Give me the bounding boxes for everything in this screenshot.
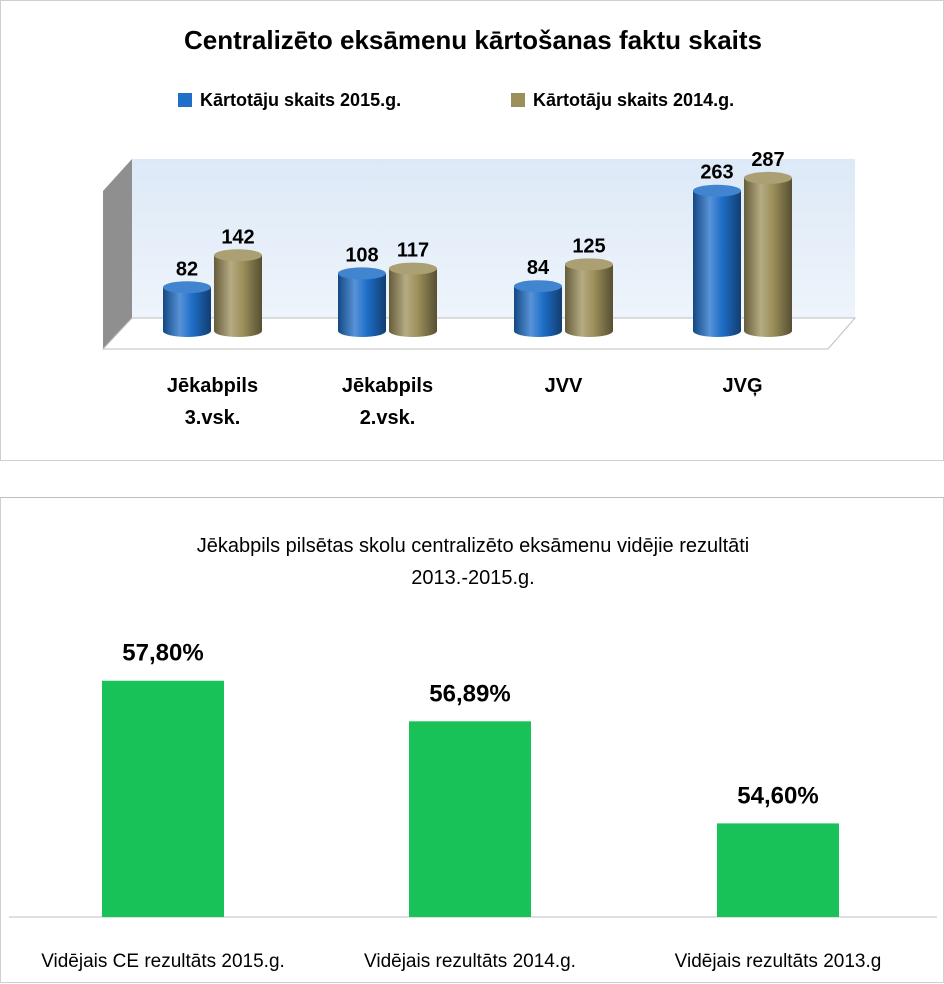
legend-label-0: Kārtotāju skaits 2015.g. — [200, 90, 401, 110]
category-label-1-line-1: 2.vsk. — [360, 407, 416, 429]
data-label-2-0: 84 — [527, 257, 550, 279]
category-label-3-line-0: JVĢ — [722, 375, 762, 397]
data-label-0-1: 142 — [221, 226, 254, 248]
bar-2 — [717, 823, 839, 917]
chart-title-line-1: Jēkabpils pilsētas skolu centralizēto ek… — [197, 535, 750, 557]
data-label-2-1: 125 — [572, 235, 605, 257]
cylinder-body-0-1 — [214, 255, 262, 337]
cylinder-top-1-1 — [389, 262, 437, 275]
legend-swatch-1 — [511, 93, 525, 107]
data-label-1-1: 117 — [397, 240, 429, 262]
cylinder-body-2-0 — [514, 286, 562, 337]
cylinder-body-1-1 — [389, 268, 437, 337]
cylinder-top-0-0 — [163, 281, 211, 294]
side-wall — [103, 159, 132, 349]
cylinder-top-3-1 — [744, 171, 792, 184]
legend-swatch-0 — [178, 93, 192, 107]
exam-counts-chart: Centralizēto eksāmenu kārtošanas faktu s… — [101, 25, 857, 429]
cylinder-body-0-0 — [163, 287, 211, 337]
data-label-3-1: 287 — [751, 149, 784, 171]
chart-title-line-2: 2013.-2015.g. — [411, 567, 534, 589]
category-label-0-line-1: 3.vsk. — [185, 407, 241, 429]
data-label-1-0: 108 — [345, 244, 378, 266]
cylinder-body-1-0 — [338, 273, 386, 337]
category-label-1-line-0: Jēkabpils — [342, 375, 433, 397]
data-label-0: 57,80% — [122, 640, 203, 667]
category-label-1: Vidējais rezultāts 2014.g. — [364, 951, 576, 972]
data-label-1: 56,89% — [429, 680, 510, 707]
chart-panel-average-results: Jēkabpils pilsētas skolu centralizēto ek… — [0, 497, 944, 983]
bar-0 — [102, 680, 224, 917]
chart-title: Centralizēto eksāmenu kārtošanas faktu s… — [184, 25, 762, 55]
cylinder-top-1-0 — [338, 267, 386, 280]
legend-label-1: Kārtotāju skaits 2014.g. — [533, 90, 734, 110]
category-label-2-line-0: JVV — [545, 375, 583, 397]
data-label-2: 54,60% — [737, 782, 818, 809]
cylinder-top-0-1 — [214, 249, 262, 262]
category-label-2: Vidējais rezultāts 2013.g — [675, 951, 882, 972]
data-label-0-0: 82 — [176, 258, 198, 280]
floor — [101, 317, 857, 350]
category-label-0-line-0: Jēkabpils — [167, 375, 258, 397]
cylinder-body-2-1 — [565, 264, 613, 337]
bar-1 — [409, 721, 531, 917]
panel-gap — [0, 461, 944, 497]
chart-panel-exam-counts: Centralizēto eksāmenu kārtošanas faktu s… — [0, 0, 944, 461]
cylinder-top-2-1 — [565, 258, 613, 271]
cylinder-top-2-0 — [514, 280, 562, 293]
category-label-0: Vidējais CE rezultāts 2015.g. — [41, 951, 285, 972]
average-results-chart: Jēkabpils pilsētas skolu centralizēto ek… — [9, 535, 937, 972]
data-label-3-0: 263 — [700, 162, 733, 184]
cylinder-top-3-0 — [693, 184, 741, 197]
cylinder-body-3-0 — [693, 190, 741, 337]
cylinder-body-3-1 — [744, 177, 792, 337]
